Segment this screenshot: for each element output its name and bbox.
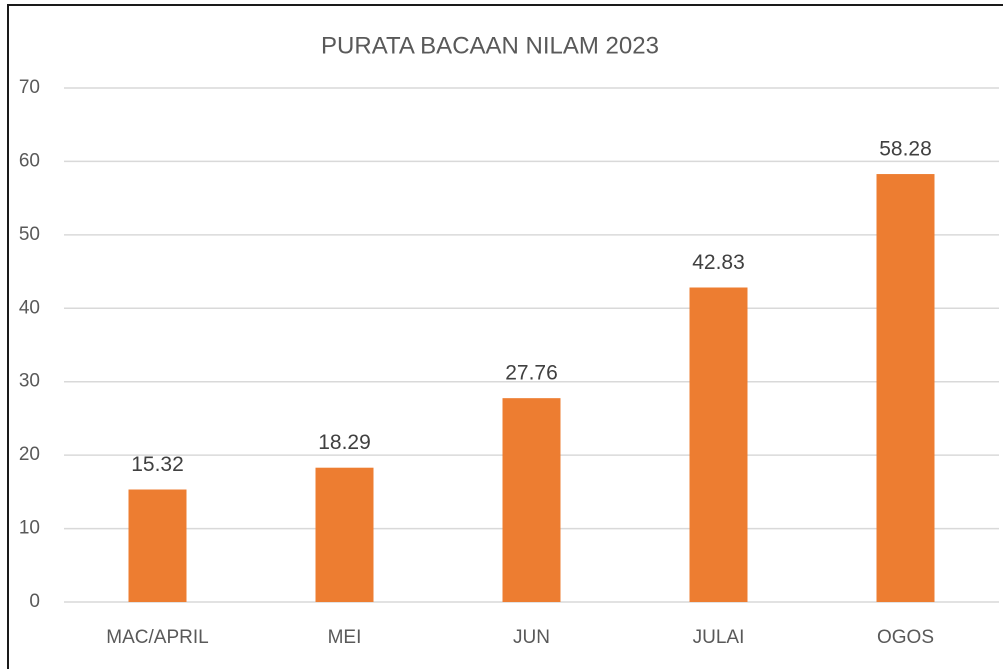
y-tick-label: 60: [19, 150, 40, 171]
x-tick-label: OGOS: [877, 627, 934, 648]
data-label: 27.76: [505, 362, 558, 385]
y-tick-label: 30: [19, 371, 40, 392]
y-tick-label: 50: [19, 224, 40, 245]
data-label: 15.32: [131, 453, 184, 476]
bar: [689, 287, 748, 602]
y-tick-label: 0: [29, 591, 40, 612]
data-label: 42.83: [692, 251, 745, 274]
bar: [315, 467, 374, 602]
data-label: 58.28: [879, 138, 932, 161]
x-tick-label: MAC/APRIL: [106, 627, 208, 648]
chart-title: PURATA BACAAN NILAM 2023: [321, 32, 659, 59]
y-tick-label: 40: [19, 297, 40, 318]
y-tick-label: 10: [19, 518, 40, 539]
bar: [502, 398, 561, 602]
y-tick-label: 70: [19, 77, 40, 98]
data-label: 18.29: [318, 431, 371, 454]
x-tick-label: MEI: [328, 627, 362, 648]
bar: [876, 174, 935, 602]
x-tick-label: JUN: [513, 627, 550, 648]
bar: [128, 489, 187, 602]
x-tick-label: JULAI: [693, 627, 745, 648]
y-tick-label: 20: [19, 444, 40, 465]
